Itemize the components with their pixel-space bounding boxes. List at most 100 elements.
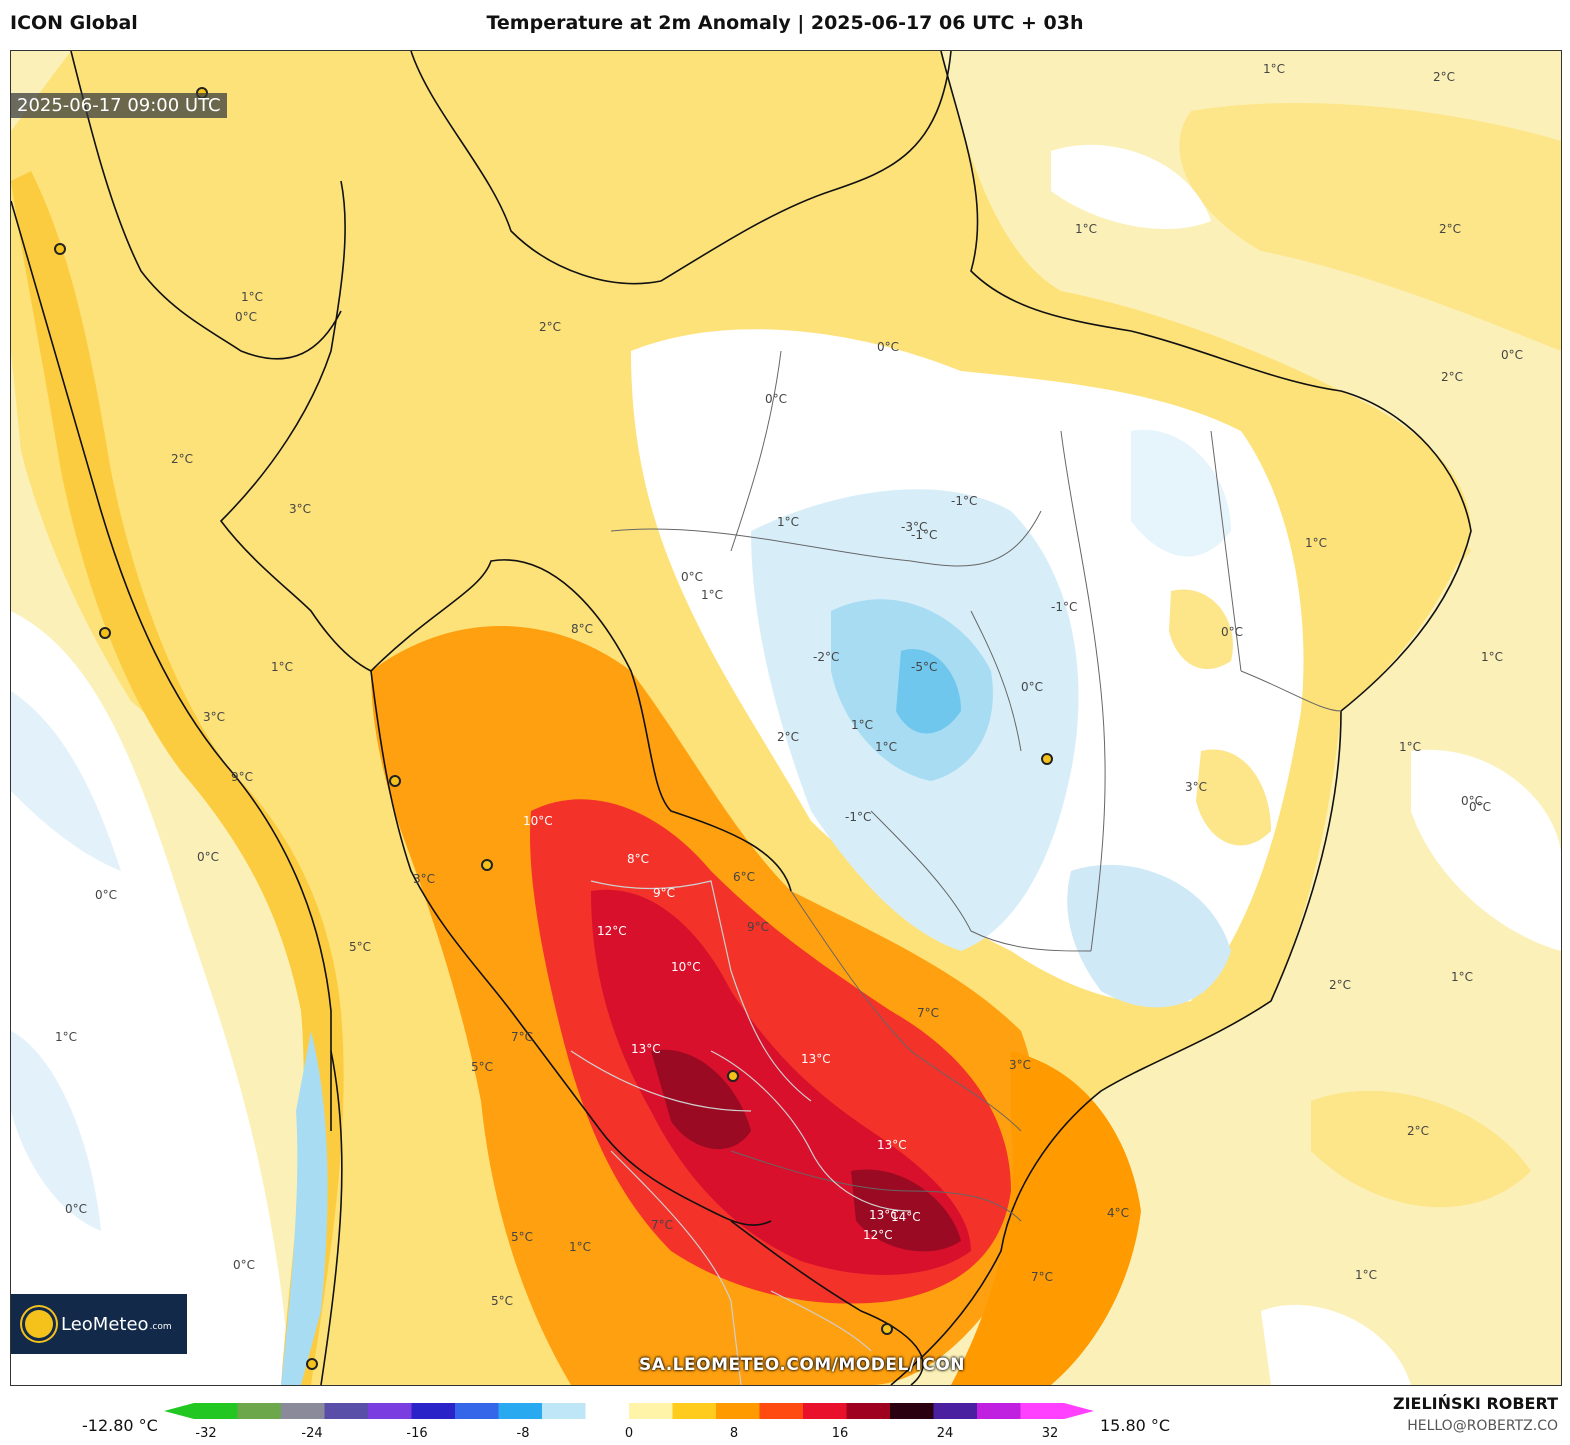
colorbar-segment: [368, 1403, 413, 1419]
svg-text:7°C: 7°C: [651, 1218, 673, 1232]
colorbar: [164, 1403, 1094, 1419]
svg-text:1°C: 1°C: [569, 1240, 591, 1254]
svg-text:1°C: 1°C: [1481, 650, 1503, 664]
svg-text:0°C: 0°C: [1021, 680, 1043, 694]
colorbar-segment: [716, 1403, 761, 1419]
svg-text:0°C: 0°C: [65, 1202, 87, 1216]
svg-text:0°C: 0°C: [233, 1258, 255, 1272]
svg-text:1°C: 1°C: [1451, 970, 1473, 984]
svg-text:0°C: 0°C: [235, 310, 257, 324]
colorbar-segment: [324, 1403, 369, 1419]
svg-text:-3°C: -3°C: [901, 520, 927, 534]
colorbar-segment: [455, 1403, 500, 1419]
svg-text:1°C: 1°C: [1263, 62, 1285, 76]
svg-text:1°C: 1°C: [241, 290, 263, 304]
sun-icon: [25, 1310, 53, 1338]
svg-text:10°C: 10°C: [671, 960, 701, 974]
svg-text:0°C: 0°C: [197, 850, 219, 864]
colorbar-segment: [281, 1403, 326, 1419]
svg-text:6°C: 6°C: [733, 870, 755, 884]
svg-text:2°C: 2°C: [1433, 70, 1455, 84]
continent-warm: [11, 51, 1471, 1385]
colorbar-tick: -8: [516, 1426, 530, 1441]
valid-time-badge: 2025-06-17 09:00 UTC: [11, 93, 227, 118]
colorbar-max-label: 15.80 °C: [1100, 1416, 1171, 1435]
colorbar-min-arrow: [164, 1403, 194, 1419]
svg-text:5°C: 5°C: [471, 1060, 493, 1074]
colorbar-tick: 8: [729, 1426, 739, 1441]
logo-brand: LeoMeteo: [61, 1313, 149, 1335]
svg-text:1°C: 1°C: [875, 740, 897, 754]
country-borders: [11, 51, 1472, 1385]
colorbar-segment: [194, 1403, 239, 1419]
model-name: ICON Global: [10, 12, 138, 34]
svg-text:-1°C: -1°C: [951, 494, 977, 508]
svg-text:1°C: 1°C: [1399, 740, 1421, 754]
svg-text:1°C: 1°C: [777, 515, 799, 529]
svg-text:5°C: 5°C: [349, 940, 371, 954]
svg-text:3°C: 3°C: [413, 872, 435, 886]
svg-text:13°C: 13°C: [877, 1138, 907, 1152]
svg-text:2°C: 2°C: [777, 730, 799, 744]
svg-text:-1°C: -1°C: [911, 528, 937, 542]
colorbar-tick: 0: [624, 1426, 634, 1441]
colorbar-segment: [542, 1403, 587, 1419]
svg-text:7°C: 7°C: [1031, 1270, 1053, 1284]
svg-text:5°C: 5°C: [511, 1230, 533, 1244]
colorbar-segment: [672, 1403, 717, 1419]
svg-text:2°C: 2°C: [1407, 1124, 1429, 1138]
logo-domain: .com: [149, 1322, 172, 1332]
svg-text:1°C: 1°C: [55, 1030, 77, 1044]
svg-text:2°C: 2°C: [1329, 978, 1351, 992]
leometeo-logo[interactable]: LeoMeteo .com: [11, 1294, 187, 1354]
colorbar-segment: [237, 1403, 282, 1419]
colorbar-segment: [498, 1403, 543, 1419]
author-name: ZIELIŃSKI ROBERT: [1392, 1394, 1558, 1413]
svg-text:0°C: 0°C: [1469, 800, 1491, 814]
svg-text:2°C: 2°C: [1441, 370, 1463, 384]
svg-text:14°C: 14°C: [891, 1210, 921, 1224]
svg-text:13°C: 13°C: [801, 1052, 831, 1066]
author-email[interactable]: HELLO@ROBERTZ.CO: [1407, 1418, 1558, 1434]
colorbar-max-arrow: [1064, 1403, 1094, 1419]
svg-text:12°C: 12°C: [597, 924, 627, 938]
svg-text:0°C: 0°C: [765, 392, 787, 406]
colorbar-min-label: -12.80 °C: [82, 1416, 158, 1435]
svg-text:0°C: 0°C: [1501, 348, 1523, 362]
colorbar-segment: [759, 1403, 804, 1419]
colorbar-segment: [977, 1403, 1022, 1419]
svg-text:9°C: 9°C: [231, 770, 253, 784]
svg-text:1°C: 1°C: [271, 660, 293, 674]
andes: [11, 171, 344, 1385]
colorbar-segment: [846, 1403, 891, 1419]
svg-text:3°C: 3°C: [1009, 1058, 1031, 1072]
svg-text:7°C: 7°C: [917, 1006, 939, 1020]
colorbar-segment: [890, 1403, 935, 1419]
svg-text:2°C: 2°C: [1439, 222, 1461, 236]
colorbar-segment: [585, 1403, 630, 1419]
svg-text:13°C: 13°C: [869, 1208, 899, 1222]
svg-text:3°C: 3°C: [1185, 780, 1207, 794]
contour-labels: 1°C 2°C 1°C 0°C 2°C 0°C 1°C 2°C 0°C 2°C …: [55, 62, 1523, 1308]
colorbar-segment: [411, 1403, 456, 1419]
svg-text:8°C: 8°C: [627, 852, 649, 866]
svg-text:1°C: 1°C: [851, 718, 873, 732]
colorbar-tick: -16: [406, 1426, 428, 1441]
svg-text:-2°C: -2°C: [813, 650, 839, 664]
state-borders: [610, 350, 1342, 1222]
svg-text:1°C: 1°C: [1305, 536, 1327, 550]
colorbar-segment: [629, 1403, 674, 1419]
svg-text:7°C: 7°C: [511, 1030, 533, 1044]
svg-text:1°C: 1°C: [701, 588, 723, 602]
svg-text:9°C: 9°C: [653, 886, 675, 900]
source-watermark: SA.LEOMETEO.COM/MODEL/ICON: [639, 1355, 966, 1375]
svg-text:3°C: 3°C: [289, 502, 311, 516]
svg-text:1°C: 1°C: [1075, 222, 1097, 236]
svg-text:8°C: 8°C: [571, 622, 593, 636]
svg-text:3°C: 3°C: [203, 710, 225, 724]
anomaly-map[interactable]: 1°C 2°C 1°C 0°C 2°C 0°C 1°C 2°C 0°C 2°C …: [10, 50, 1562, 1386]
svg-text:1°C: 1°C: [1355, 1268, 1377, 1282]
svg-text:0°C: 0°C: [95, 888, 117, 902]
colorbar-tick: 24: [936, 1426, 954, 1441]
svg-text:2°C: 2°C: [539, 320, 561, 334]
